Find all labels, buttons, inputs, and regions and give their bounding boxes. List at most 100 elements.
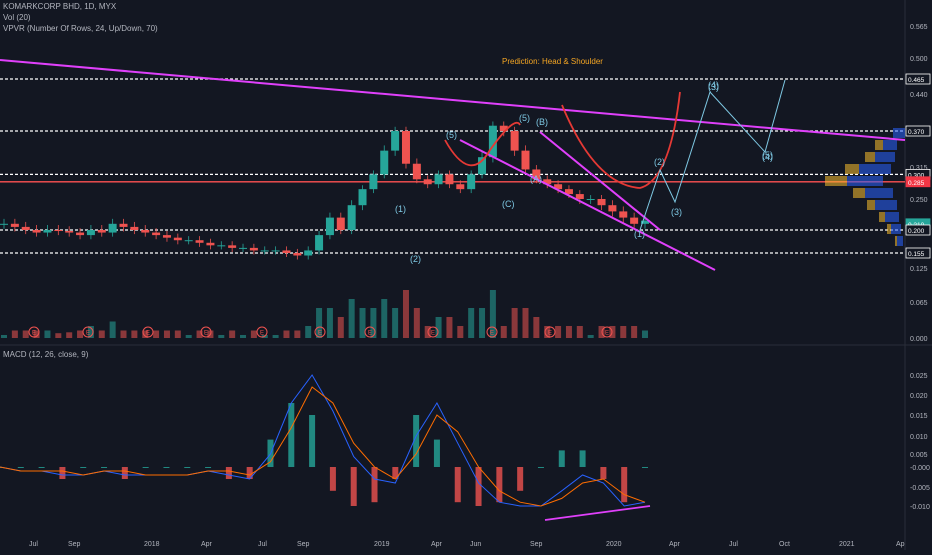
earnings-marker-circle[interactable] — [82, 326, 94, 338]
earnings-marker-circle[interactable] — [142, 326, 154, 338]
earnings-marker-circle[interactable] — [28, 326, 40, 338]
volume-bar — [163, 330, 170, 338]
earnings-marker-circle[interactable] — [427, 326, 439, 338]
candle-body[interactable] — [10, 223, 19, 227]
candle-body[interactable] — [586, 199, 595, 200]
candle-body[interactable] — [206, 242, 215, 246]
candle-body[interactable] — [358, 189, 367, 206]
candle-body[interactable] — [510, 131, 519, 151]
earnings-marker-circle[interactable] — [256, 326, 268, 338]
candle-body[interactable] — [65, 231, 74, 233]
time-axis-tick-Apr: Apr — [669, 541, 681, 548]
candle-body[interactable] — [369, 174, 378, 190]
candle-body[interactable] — [619, 211, 628, 218]
candle-body[interactable] — [478, 157, 487, 175]
candle-body[interactable] — [108, 223, 117, 233]
candle-body[interactable] — [597, 199, 606, 206]
candle-body[interactable] — [54, 230, 63, 232]
vpvr-legend[interactable]: VPVR (Number Of Rows, 24, Up/Down, 70) — [3, 24, 158, 33]
candle-body[interactable] — [260, 250, 269, 252]
candle-body[interactable] — [43, 230, 52, 233]
candle-body[interactable] — [564, 189, 573, 195]
candle-body[interactable] — [532, 169, 541, 180]
earnings-marker-label: E — [260, 331, 264, 337]
macd-legend[interactable]: MACD (12, 26, close, 9) — [3, 350, 89, 359]
hs-left-shoulder[interactable] — [444, 121, 521, 167]
projected-wave-path[interactable] — [639, 79, 786, 231]
candle-body[interactable] — [412, 163, 421, 180]
signal-line[interactable] — [0, 386, 646, 507]
candle-body[interactable] — [401, 131, 410, 164]
candle-body[interactable] — [641, 220, 649, 224]
volume-bar — [359, 308, 366, 338]
macd-histogram-bar — [309, 415, 316, 467]
candle-body[interactable] — [488, 125, 497, 158]
candle-body[interactable] — [347, 205, 356, 230]
candle-body[interactable] — [21, 226, 30, 230]
macd-line[interactable] — [0, 374, 646, 507]
candle-body[interactable] — [608, 205, 617, 212]
candle-body[interactable] — [97, 230, 106, 233]
price-axis-tick-0.440: 0.440 — [910, 92, 928, 99]
volume-bar — [489, 290, 496, 338]
long-downtrend-line[interactable] — [0, 59, 906, 141]
candle-body[interactable] — [499, 125, 508, 131]
candle-body[interactable] — [282, 250, 291, 253]
wedge-lower-line[interactable] — [539, 131, 661, 231]
candle-body[interactable] — [315, 235, 324, 251]
candle-body[interactable] — [554, 184, 563, 190]
candle-body[interactable] — [184, 240, 193, 242]
candle-body[interactable] — [228, 245, 237, 248]
earnings-marker-circle[interactable] — [486, 326, 498, 338]
candle-body[interactable] — [76, 232, 85, 236]
candle-body[interactable] — [380, 150, 389, 175]
candle-body[interactable] — [521, 150, 530, 170]
volume-legend[interactable]: Vol (20) — [3, 13, 31, 22]
wedge-upper-line[interactable] — [459, 139, 716, 271]
earnings-marker-circle[interactable] — [364, 326, 376, 338]
candle-body[interactable] — [162, 235, 171, 238]
candle-body[interactable] — [32, 230, 41, 233]
candle-body[interactable] — [249, 247, 258, 251]
candle-body[interactable] — [336, 217, 345, 230]
candle-body[interactable] — [456, 184, 465, 190]
candle-body[interactable] — [217, 245, 226, 247]
volume-bar — [479, 308, 486, 338]
candle-body[interactable] — [173, 237, 182, 241]
volume-bar — [500, 326, 507, 338]
vpvr-row-down — [853, 188, 865, 198]
candle-body[interactable] — [543, 179, 552, 185]
earnings-marker-label: E — [368, 331, 372, 337]
hs-head-curve[interactable] — [561, 91, 681, 189]
candle-body[interactable] — [293, 253, 302, 256]
symbol-legend[interactable]: KOMARKCORP BHD, 1D, MYX — [3, 2, 117, 11]
candle-body[interactable] — [304, 250, 313, 256]
candle-body[interactable] — [445, 174, 454, 185]
earnings-marker-circle[interactable] — [601, 326, 613, 338]
candle-body[interactable] — [239, 247, 248, 249]
candle-body[interactable] — [195, 240, 204, 243]
earnings-marker-circle[interactable] — [314, 326, 326, 338]
candle-body[interactable] — [130, 226, 139, 230]
volume-bar — [402, 290, 409, 338]
candle-body[interactable] — [467, 174, 476, 190]
candle-body[interactable] — [630, 217, 639, 224]
candle-body[interactable] — [423, 179, 432, 185]
candle-body[interactable] — [391, 131, 400, 151]
candle-body[interactable] — [141, 230, 150, 233]
candle-body[interactable] — [271, 250, 280, 252]
wave-label-13: (5) — [762, 150, 773, 160]
candle-body[interactable] — [575, 194, 584, 199]
candle-body[interactable] — [325, 217, 334, 236]
earnings-marker-circle[interactable] — [200, 326, 212, 338]
candle-body[interactable] — [434, 174, 443, 185]
candle-body[interactable] — [0, 223, 8, 225]
macd-histogram-bar — [184, 467, 191, 468]
candle-body[interactable] — [152, 232, 161, 236]
macd-divergence-line[interactable] — [544, 505, 651, 521]
candle-body[interactable] — [119, 223, 128, 227]
earnings-marker-circle[interactable] — [544, 326, 556, 338]
candle-body[interactable] — [86, 230, 95, 236]
volume-bar — [544, 326, 551, 338]
